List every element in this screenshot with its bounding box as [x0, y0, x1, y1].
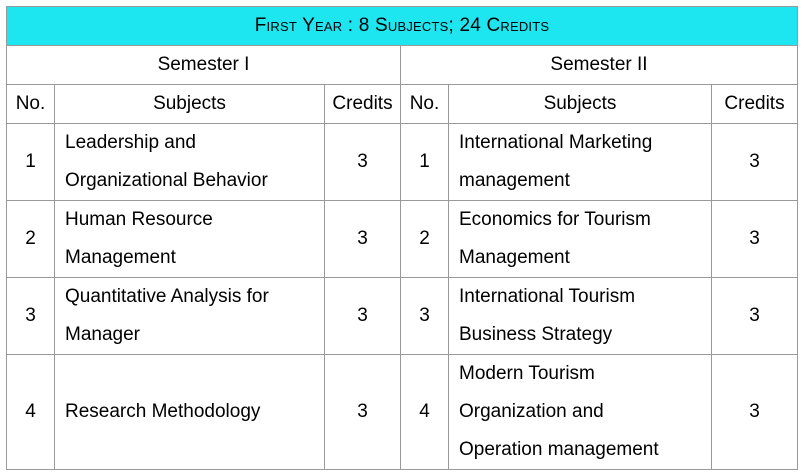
row-number: 2	[400, 200, 449, 278]
semester-1-label: Semester I	[6, 45, 401, 85]
column-header-no: No.	[6, 84, 55, 124]
column-header-subjects: Subjects	[448, 84, 712, 124]
credits-cell: 3	[324, 200, 401, 278]
subject-cell: Human Resource Management	[54, 200, 325, 278]
subject-cell: Quantitative Analysis for Manager	[54, 277, 325, 355]
table-title: First Year : 8 Subjects; 24 Credits	[254, 15, 550, 36]
row-number: 4	[6, 354, 55, 470]
subject-cell: Leadership and Organizational Behavior	[54, 123, 325, 201]
column-header-credits: Credits	[710, 84, 799, 124]
subject-line: Organizational Behavior	[65, 170, 268, 191]
table-row: 4 Research Methodology 3 4 Modern Touris…	[6, 354, 799, 470]
column-header-credits: Credits	[324, 84, 401, 124]
subject-line: Operation management	[459, 439, 659, 460]
credits-cell: 3	[324, 123, 401, 201]
subject-cell: Economics for Tourism Management	[448, 200, 712, 278]
semester-row: Semester I Semester II	[6, 45, 799, 85]
subject-line: Management	[459, 247, 570, 268]
column-header-subjects: Subjects	[54, 84, 325, 124]
row-number: 3	[6, 277, 55, 355]
subject-line: Business Strategy	[459, 324, 613, 345]
subject-line: Research Methodology	[65, 401, 261, 422]
credits-cell: 3	[324, 277, 401, 355]
subject-line: Human Resource	[65, 209, 213, 230]
subject-line: Manager	[65, 324, 140, 345]
table-row: 1 Leadership and Organizational Behavior…	[6, 123, 799, 201]
row-number: 1	[400, 123, 449, 201]
title-cell: First Year : 8 Subjects; 24 Credits	[5, 6, 799, 46]
credits-cell: 3	[710, 354, 799, 470]
table-row: 2 Human Resource Management 3 2 Economic…	[6, 200, 799, 278]
subject-line: Organization and	[459, 401, 604, 422]
row-number: 1	[6, 123, 55, 201]
subject-line: Economics for Tourism	[459, 209, 651, 230]
subject-line: Leadership and	[65, 132, 196, 153]
subject-cell: Research Methodology	[54, 354, 325, 470]
title-row: First Year : 8 Subjects; 24 Credits	[5, 6, 799, 46]
subject-line: management	[459, 170, 570, 191]
row-number: 3	[400, 277, 449, 355]
subject-cell: Modern Tourism Organization and Operatio…	[448, 354, 712, 470]
table-row: 3 Quantitative Analysis for Manager 3 3 …	[6, 277, 799, 355]
row-number: 2	[6, 200, 55, 278]
subject-line: Modern Tourism	[459, 363, 595, 384]
subject-cell: International Marketing management	[448, 123, 712, 201]
column-header-no: No.	[400, 84, 449, 124]
credits-cell: 3	[710, 277, 799, 355]
subject-line: Quantitative Analysis for	[65, 286, 269, 307]
subject-cell: International Tourism Business Strategy	[448, 277, 712, 355]
subject-line: Management	[65, 247, 176, 268]
row-number: 4	[400, 354, 449, 470]
curriculum-table-container: First Year : 8 Subjects; 24 Credits Seme…	[5, 6, 799, 470]
credits-cell: 3	[710, 200, 799, 278]
credits-cell: 3	[324, 354, 401, 470]
curriculum-table: First Year : 8 Subjects; 24 Credits Seme…	[5, 6, 799, 470]
column-header-row: No. Subjects Credits No. Subjects Credit…	[6, 84, 799, 124]
credits-cell: 3	[710, 123, 799, 201]
semester-2-label: Semester II	[399, 45, 799, 85]
subject-line: International Tourism	[459, 286, 636, 307]
subject-line: International Marketing	[459, 132, 653, 153]
